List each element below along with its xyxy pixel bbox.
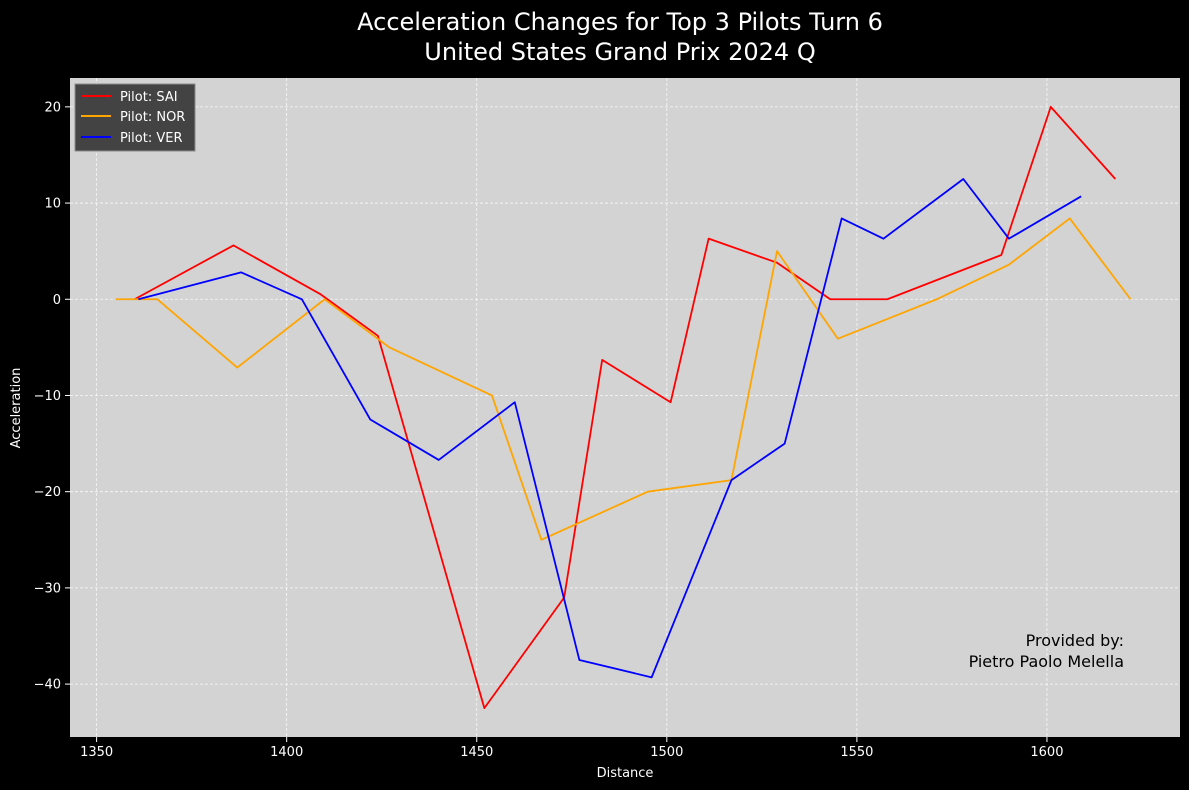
legend-label-nor: Pilot: NOR [120,110,185,125]
credit-annotation-line2: Pietro Paolo Melella [969,652,1124,671]
x-tick-label-1600: 1600 [1030,745,1063,760]
y-axis-label: Acceleration [9,368,24,449]
grid-lines [70,78,1180,737]
legend: Pilot: SAI Pilot: NOR Pilot: VER [74,83,196,152]
y-tick-label-4: −20 [34,485,61,500]
series-line-nor [115,217,1132,541]
x-tick-label-1350: 1350 [80,745,113,760]
chart-title-line1: Acceleration Changes for Top 3 Pilots Tu… [357,8,883,36]
y-axis-ticks: 20 10 0 −10 −20 −30 −40 [34,100,70,693]
y-tick-label-0: 20 [44,100,61,115]
chart-title-line2: United States Grand Prix 2024 Q [424,38,815,66]
x-tick-label-1500: 1500 [650,745,683,760]
y-tick-label-3: −10 [34,389,61,404]
y-tick-label-5: −30 [34,581,61,596]
series-line-sai [134,105,1117,710]
x-axis-label: Distance [597,766,654,781]
legend-label-ver: Pilot: VER [120,131,182,146]
x-axis-ticks: 1350 1400 1450 1500 1550 1600 [80,737,1063,760]
legend-label-sai: Pilot: SAI [120,90,178,105]
y-tick-label-1: 10 [44,197,61,212]
x-tick-label-1400: 1400 [270,745,303,760]
y-tick-label-6: −40 [34,678,61,693]
series-line-ver [138,178,1082,679]
credit-annotation-line1: Provided by: [1026,631,1124,650]
x-tick-label-1450: 1450 [460,745,493,760]
y-tick-label-2: 0 [53,293,61,308]
plot-area [70,78,1180,737]
x-tick-label-1550: 1550 [840,745,873,760]
series-lines [115,105,1132,710]
